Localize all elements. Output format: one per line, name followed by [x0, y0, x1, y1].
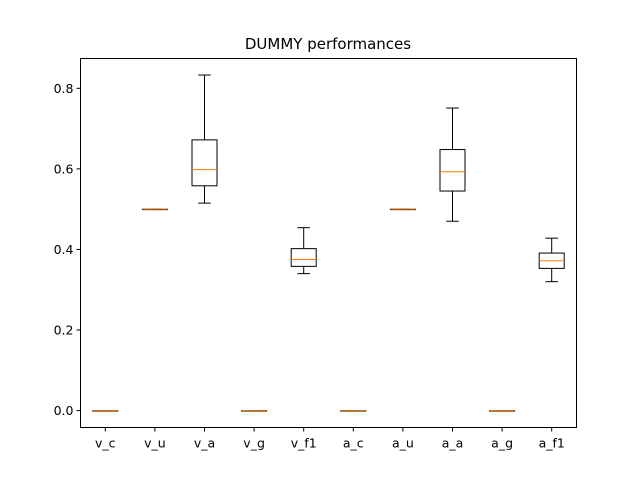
- box-a_f1: [538, 237, 565, 283]
- x-axis: v_c v_u v_a v_g v_f1 a_c a_u a_a a_g a_f1: [95, 427, 565, 451]
- y-tick-label: 0.6: [54, 161, 74, 176]
- box-v_g: [241, 410, 268, 412]
- chart-title: DUMMY performances: [245, 35, 411, 53]
- y-tick-label: 0.0: [54, 403, 74, 418]
- x-tick-label: v_c: [95, 436, 116, 451]
- x-tick-label: v_g: [243, 436, 265, 451]
- box-v_f1: [290, 227, 317, 275]
- x-tick-label: a_f1: [539, 436, 565, 451]
- x-tick-label: v_a: [194, 436, 215, 451]
- box-body: [439, 149, 466, 192]
- y-axis: 0.0 0.2 0.4 0.6 0.8: [54, 81, 81, 418]
- box-v_u: [141, 208, 168, 211]
- box-a_c: [340, 410, 367, 412]
- x-tick-label: a_a: [442, 436, 464, 451]
- box-v_a: [191, 74, 218, 204]
- box-body: [290, 248, 317, 267]
- y-tick-label: 0.2: [54, 323, 74, 338]
- y-tick-label: 0.8: [54, 81, 74, 96]
- box-a_a: [439, 107, 466, 222]
- x-tick-label: a_c: [343, 436, 364, 451]
- y-tick-label: 0.4: [54, 242, 74, 257]
- plot-frame: [80, 58, 577, 428]
- x-tick-label: v_f1: [291, 436, 317, 451]
- box-body: [191, 139, 218, 187]
- x-tick-label: v_u: [144, 436, 166, 451]
- box-v_c: [92, 410, 119, 412]
- x-tick-label: a_u: [392, 436, 414, 451]
- boxes-layer: [92, 74, 565, 412]
- box-a_g: [489, 410, 516, 412]
- x-tick-label: a_g: [491, 436, 513, 451]
- box-a_u: [389, 208, 416, 211]
